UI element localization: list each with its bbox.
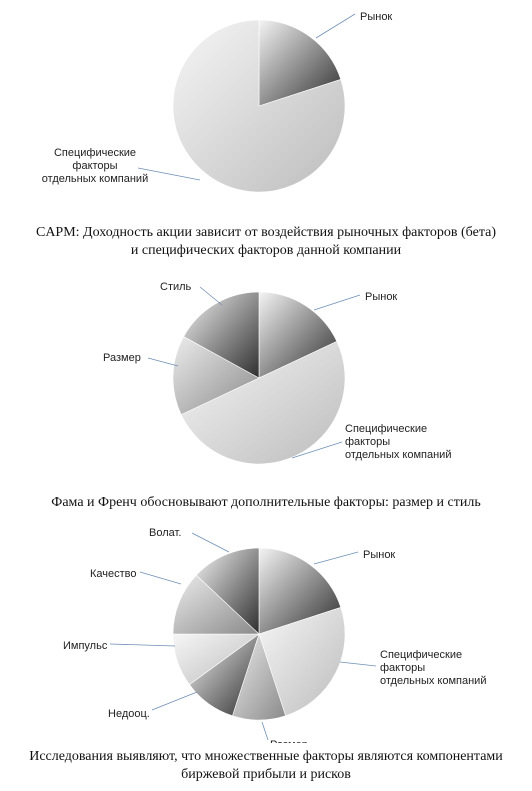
slice-label-ff-1: Специфические факторы отдельных компаний bbox=[345, 423, 451, 461]
leader-line-multi-3 bbox=[151, 691, 198, 711]
slice-label-multi-2: Размер bbox=[270, 739, 308, 743]
slice-label-ff-2: Размер bbox=[103, 352, 141, 364]
pie-slice-ff-2 bbox=[172, 336, 260, 416]
pie-chart-capm-svg: Рынок Специфические факторы отдельных компа… bbox=[42, 11, 392, 193]
slice-label-ff-3: Стиль bbox=[160, 281, 192, 293]
leader-line-capm-0 bbox=[315, 13, 356, 39]
slice-label-multi-0: Рынок bbox=[363, 549, 395, 561]
leader-line-multi-6 bbox=[191, 532, 230, 553]
slice-label-multi-4: Импульс bbox=[63, 640, 108, 652]
pie-slice-ff-3 bbox=[183, 291, 260, 379]
slice-label-capm-0: Рынок bbox=[360, 11, 392, 23]
pie-slice-multi-6 bbox=[195, 547, 260, 635]
slice-label-multi-6: Волат. bbox=[149, 528, 181, 539]
pie-slice-ff-1 bbox=[180, 340, 346, 465]
slice-label-multi-1: Специфические факторы отдельных компаний bbox=[380, 649, 486, 687]
pie-chart-fama-french-svg: Рынок Специфические факторы отдельных компа… bbox=[103, 281, 451, 465]
pie-slice-multi-0 bbox=[258, 547, 342, 635]
slice-label-ff-0: Рынок bbox=[365, 291, 397, 303]
caption-fama-french-line-1: Фама и Френч обосновывают дополнительные… bbox=[51, 495, 481, 510]
slice-label-capm-1: Специфические факторы отдельных компаний bbox=[42, 147, 148, 185]
pie-slice-multi-1 bbox=[258, 607, 346, 717]
pie-chart-multifactor-svg: Рынок Специфические факторы отдельных компа… bbox=[63, 528, 486, 743]
pie-slice-capm-1 bbox=[172, 19, 346, 193]
leader-line-capm-1 bbox=[137, 167, 201, 181]
caption-capm: CAPM: Доходность акции зависит от воздей… bbox=[0, 224, 532, 260]
slice-label-multi-3: Недооц. bbox=[108, 708, 150, 720]
leader-line-ff-3 bbox=[199, 286, 223, 306]
leader-line-multi-0 bbox=[313, 551, 359, 565]
slice-label-multi-5: Качество bbox=[90, 568, 137, 580]
leader-line-multi-2 bbox=[261, 721, 269, 741]
leader-line-ff-2 bbox=[147, 357, 179, 367]
leader-line-ff-1 bbox=[291, 441, 343, 459]
pie-chart-multifactor: Рынок Специфические факторы отдельных компа… bbox=[0, 528, 532, 791]
caption-multifactor-line-2: биржевой прибыли и рисков bbox=[181, 767, 351, 782]
leader-line-multi-4 bbox=[109, 643, 176, 647]
caption-multifactor-line-1: Исследования выявляют, что множественные… bbox=[29, 749, 503, 764]
pie-chart-fama-french: Рынок Специфические факторы отдельных компа… bbox=[0, 272, 532, 518]
caption-capm-line-1: CAPM: Доходность акции зависит от воздей… bbox=[35, 225, 496, 240]
caption-multifactor: Исследования выявляют, что множественные… bbox=[0, 748, 532, 784]
caption-fama-french: Фама и Френч обосновывают дополнительные… bbox=[0, 494, 532, 512]
leader-line-multi-1 bbox=[339, 661, 377, 667]
leader-line-multi-5 bbox=[139, 571, 182, 585]
pie-chart-capm: Рынок Специфические факторы отдельных компа… bbox=[0, 0, 532, 262]
pie-slice-multi-5 bbox=[172, 574, 260, 635]
caption-capm-line-2: и специфических факторов данной компании bbox=[130, 243, 402, 258]
pie-slice-capm-0 bbox=[258, 19, 342, 107]
pie-slice-ff-0 bbox=[258, 291, 338, 379]
leader-line-ff-0 bbox=[313, 294, 361, 311]
